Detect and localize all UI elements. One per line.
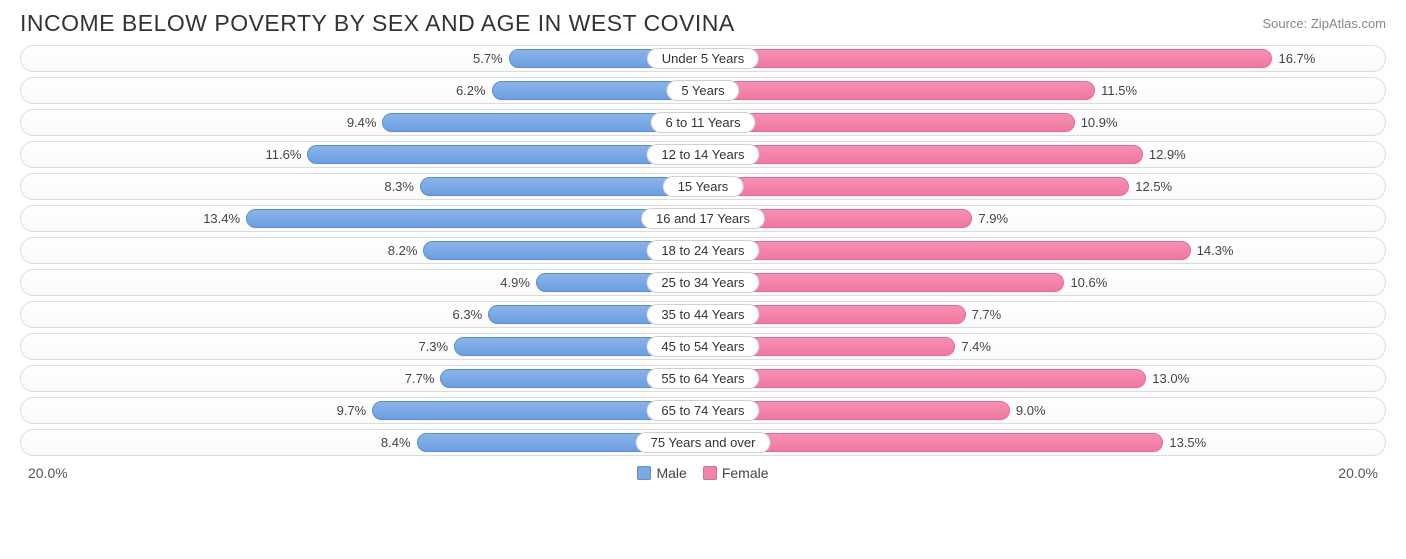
female-value-label: 12.5% (1129, 174, 1189, 199)
female-value-label: 13.5% (1163, 430, 1223, 455)
category-label: 75 Years and over (636, 432, 771, 453)
male-value-label: 9.7% (312, 398, 372, 423)
category-label: 35 to 44 Years (646, 304, 759, 325)
category-label: Under 5 Years (647, 48, 759, 69)
chart-row: 8.2% 14.3% 18 to 24 Years (20, 237, 1386, 264)
chart-row: 6.2% 11.5% 5 Years (20, 77, 1386, 104)
female-value-label: 14.3% (1191, 238, 1251, 263)
female-value-label: 10.6% (1064, 270, 1124, 295)
female-value-label: 10.9% (1075, 110, 1135, 135)
female-bar (703, 177, 1129, 196)
male-value-label: 5.7% (449, 46, 509, 71)
category-label: 55 to 64 Years (646, 368, 759, 389)
axis-left-max: 20.0% (28, 465, 68, 481)
chart-row: 11.6% 12.9% 12 to 14 Years (20, 141, 1386, 168)
category-label: 18 to 24 Years (646, 240, 759, 261)
category-label: 45 to 54 Years (646, 336, 759, 357)
source-attribution: Source: ZipAtlas.com (1262, 16, 1386, 31)
legend-female-label: Female (722, 465, 769, 481)
category-label: 6 to 11 Years (651, 112, 756, 133)
female-value-label: 9.0% (1010, 398, 1070, 423)
male-value-label: 7.3% (394, 334, 454, 359)
chart-row: 8.4% 13.5% 75 Years and over (20, 429, 1386, 456)
male-value-label: 13.4% (186, 206, 246, 231)
male-bar (246, 209, 703, 228)
male-value-label: 4.9% (476, 270, 536, 295)
legend: Male Female (637, 465, 768, 481)
category-label: 25 to 34 Years (646, 272, 759, 293)
legend-male: Male (637, 465, 686, 481)
legend-male-label: Male (656, 465, 686, 481)
chart-title: INCOME BELOW POVERTY BY SEX AND AGE IN W… (20, 10, 735, 37)
female-value-label: 12.9% (1143, 142, 1203, 167)
chart-row: 7.7% 13.0% 55 to 64 Years (20, 365, 1386, 392)
category-label: 12 to 14 Years (646, 144, 759, 165)
female-value-label: 7.4% (955, 334, 1015, 359)
legend-female: Female (703, 465, 769, 481)
male-value-label: 7.7% (380, 366, 440, 391)
female-value-label: 16.7% (1272, 46, 1332, 71)
chart-row: 8.3% 12.5% 15 Years (20, 173, 1386, 200)
female-value-label: 13.0% (1146, 366, 1206, 391)
female-bar (703, 433, 1163, 452)
female-value-label: 7.9% (972, 206, 1032, 231)
male-value-label: 6.2% (432, 78, 492, 103)
chart-row: 13.4% 7.9% 16 and 17 Years (20, 205, 1386, 232)
male-value-label: 9.4% (322, 110, 382, 135)
female-value-label: 11.5% (1095, 78, 1155, 103)
chart-row: 9.7% 9.0% 65 to 74 Years (20, 397, 1386, 424)
diverging-bar-chart: 5.7% 16.7% Under 5 Years 6.2% 11.5% 5 Years 9.… (0, 43, 1406, 456)
female-bar (703, 49, 1272, 68)
male-bar (420, 177, 703, 196)
category-label: 16 and 17 Years (641, 208, 765, 229)
male-bar (307, 145, 703, 164)
male-value-label: 8.2% (363, 238, 423, 263)
female-bar (703, 113, 1075, 132)
female-value-label: 7.7% (966, 302, 1026, 327)
male-value-label: 8.3% (360, 174, 420, 199)
category-label: 5 Years (666, 80, 739, 101)
axis-right-max: 20.0% (1338, 465, 1378, 481)
female-bar (703, 81, 1095, 100)
female-bar (703, 241, 1191, 260)
category-label: 65 to 74 Years (646, 400, 759, 421)
male-value-label: 11.6% (247, 142, 307, 167)
chart-row: 9.4% 10.9% 6 to 11 Years (20, 109, 1386, 136)
chart-row: 5.7% 16.7% Under 5 Years (20, 45, 1386, 72)
female-bar (703, 145, 1143, 164)
male-swatch (637, 466, 651, 480)
female-bar (703, 369, 1146, 388)
male-value-label: 6.3% (428, 302, 488, 327)
chart-row: 6.3% 7.7% 35 to 44 Years (20, 301, 1386, 328)
male-value-label: 8.4% (357, 430, 417, 455)
female-swatch (703, 466, 717, 480)
category-label: 15 Years (663, 176, 744, 197)
chart-row: 7.3% 7.4% 45 to 54 Years (20, 333, 1386, 360)
chart-row: 4.9% 10.6% 25 to 34 Years (20, 269, 1386, 296)
